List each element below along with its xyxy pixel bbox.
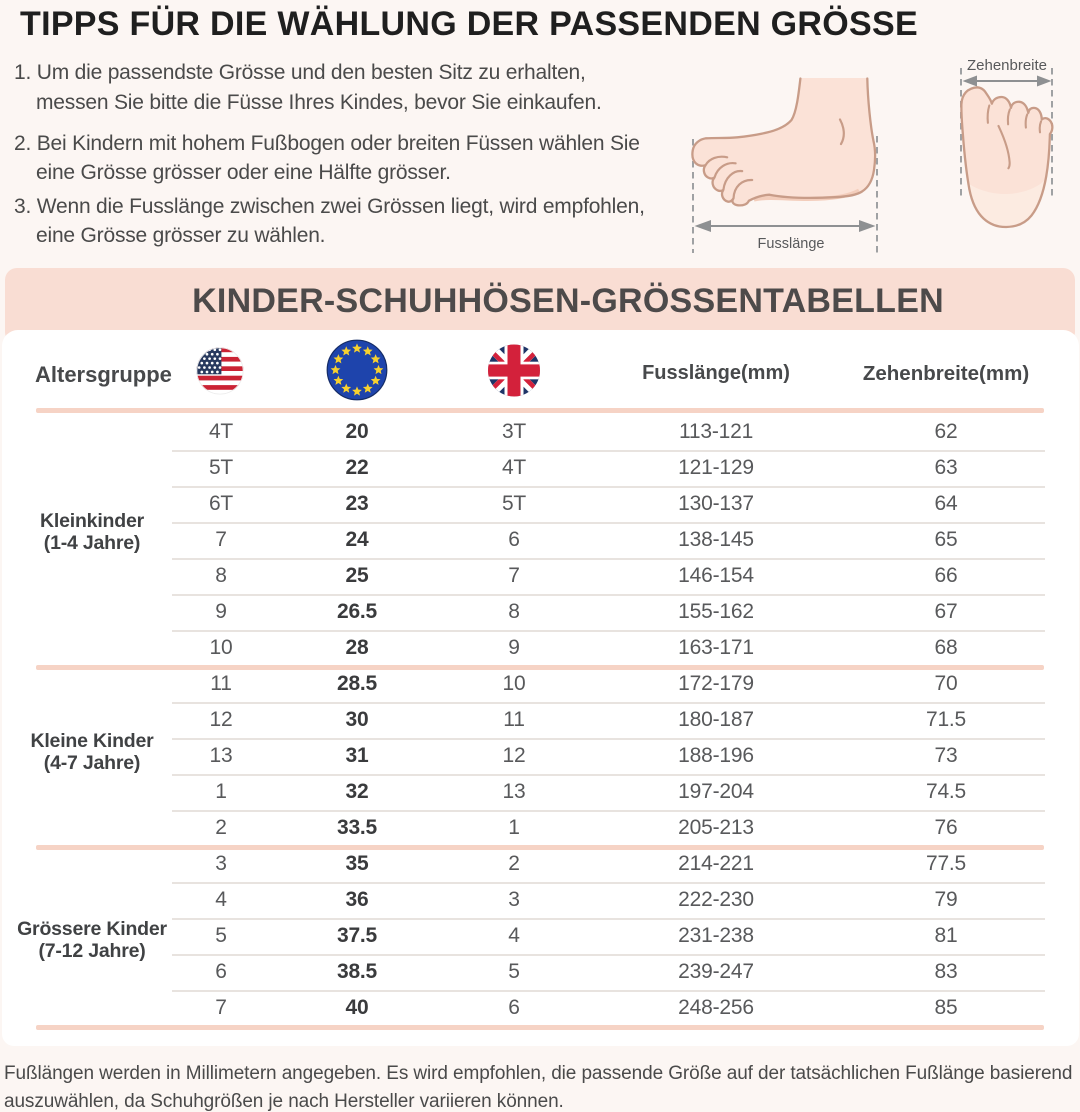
svg-text:Fusslänge: Fusslänge <box>758 236 825 252</box>
svg-text:Zehenbreite: Zehenbreite <box>967 57 1047 74</box>
